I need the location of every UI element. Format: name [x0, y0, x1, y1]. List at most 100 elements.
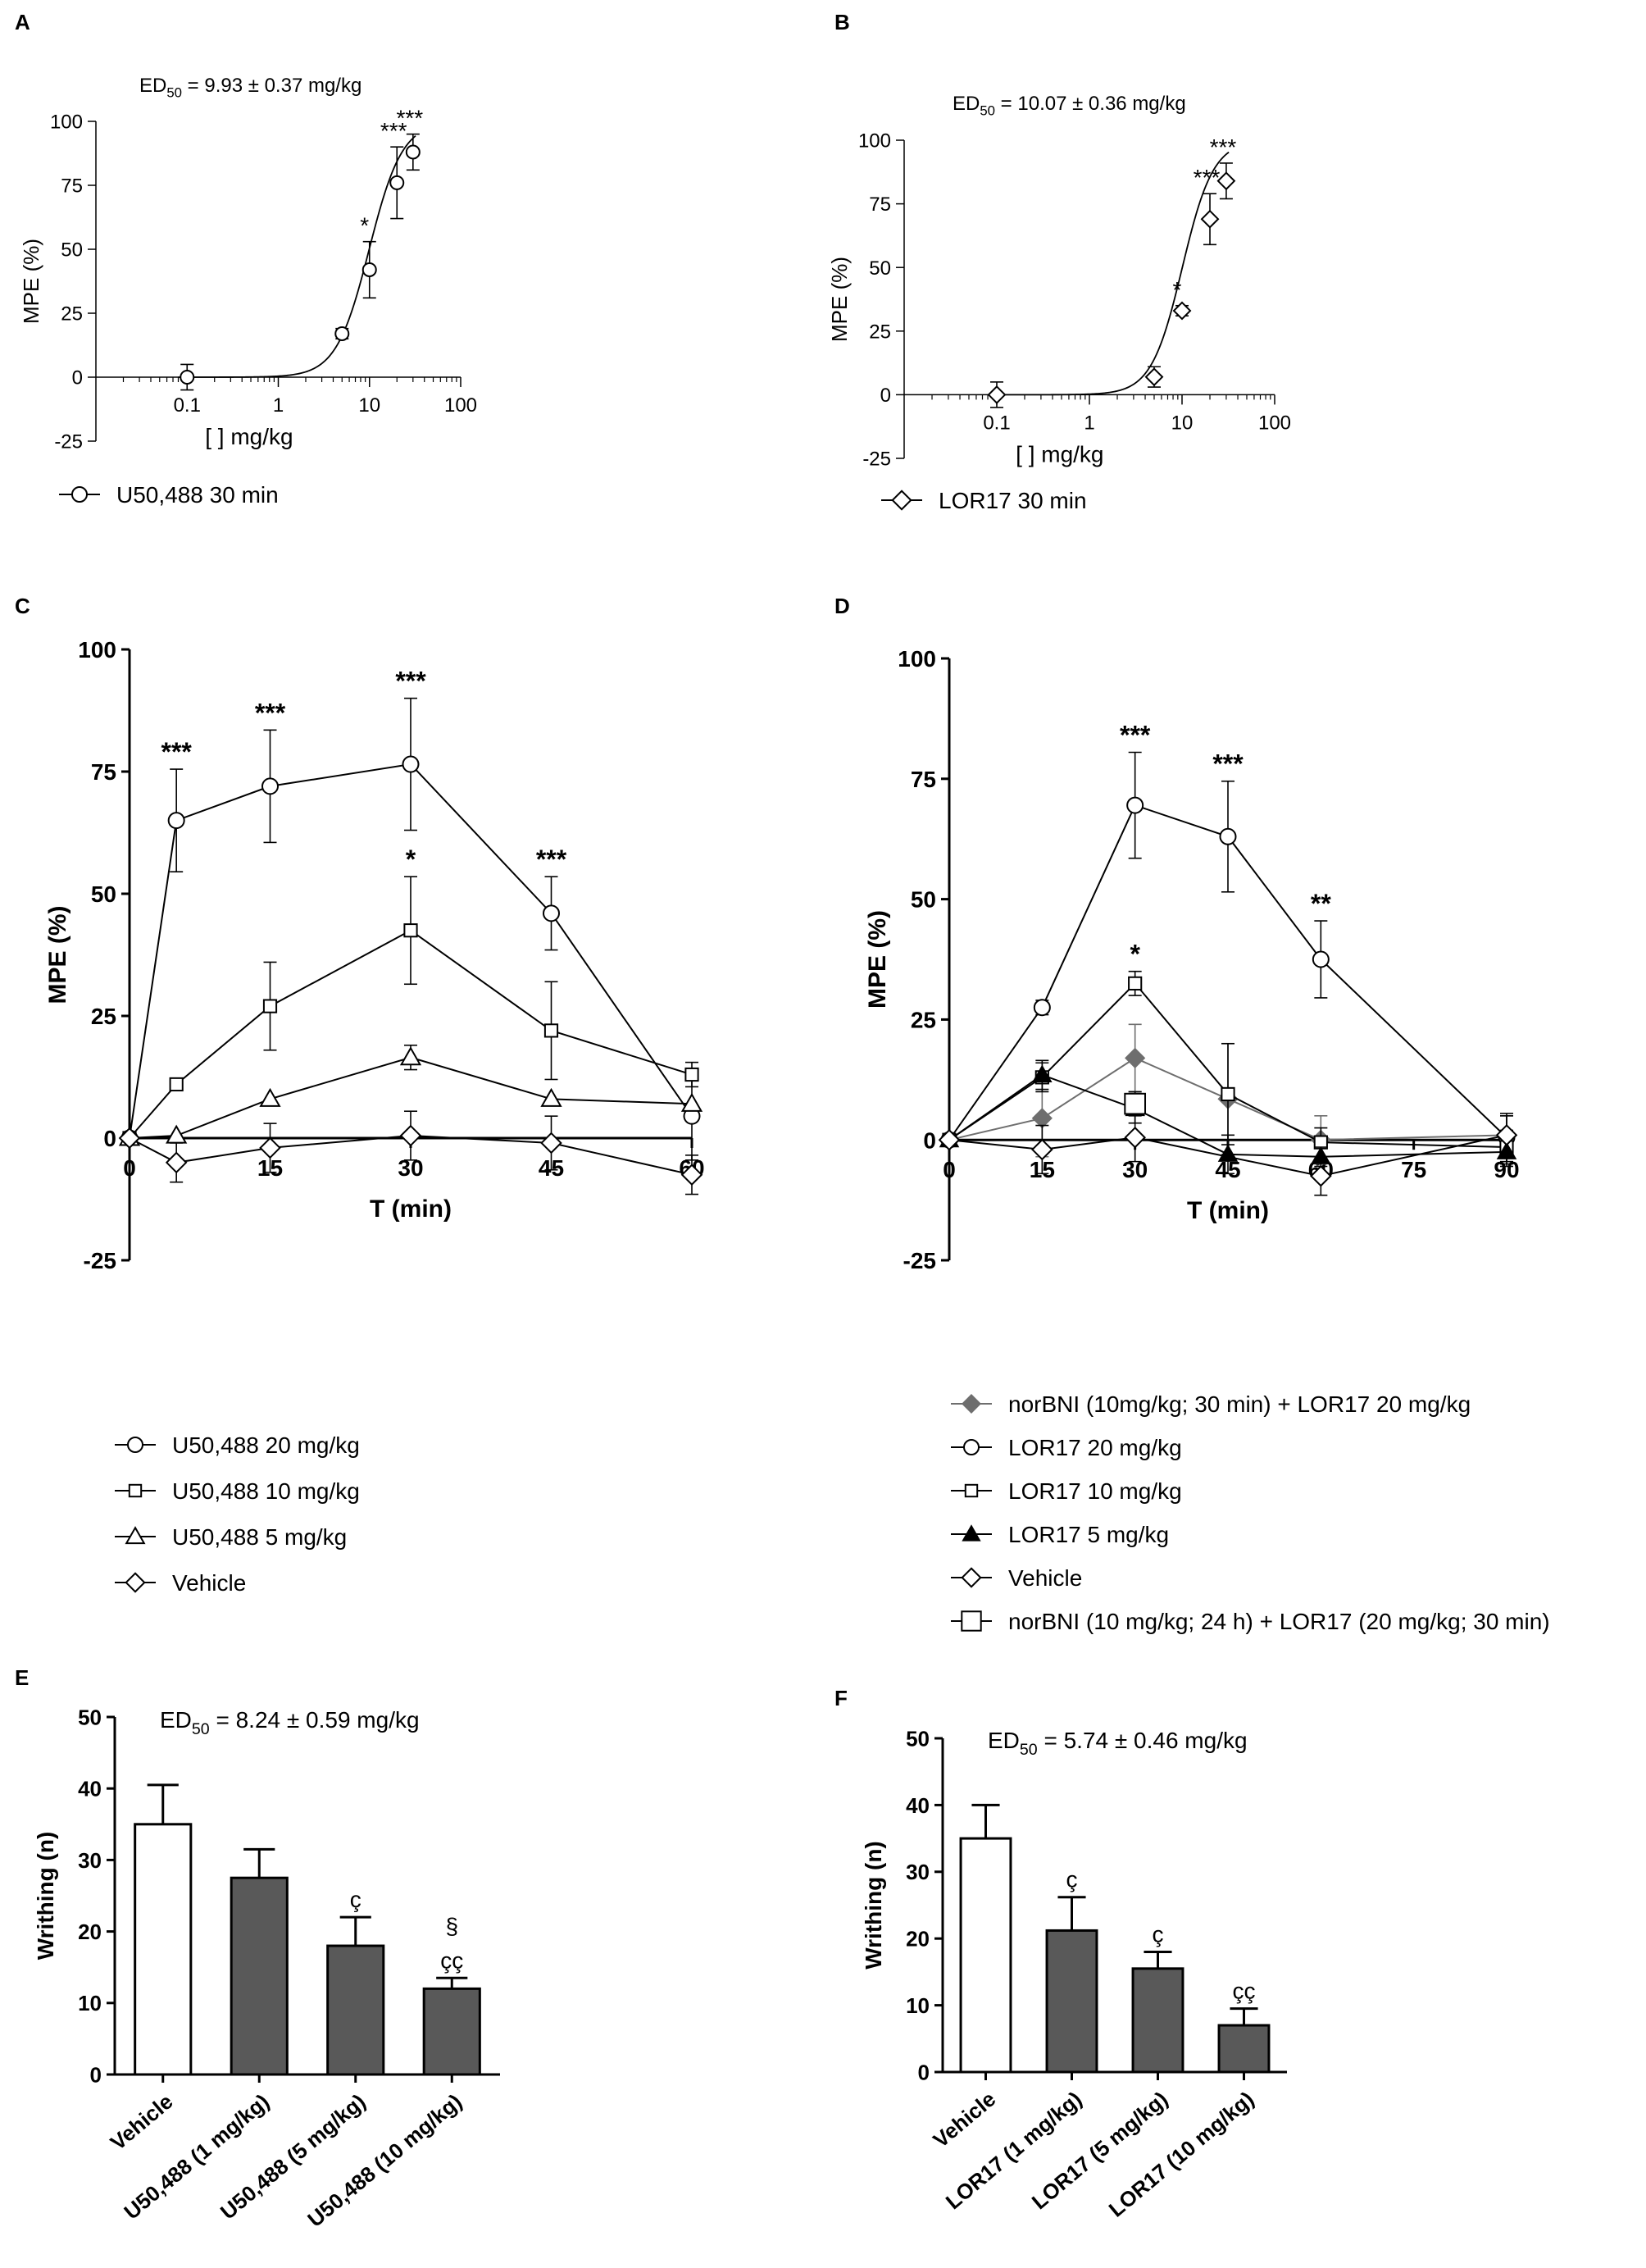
significance-label: *** — [1194, 165, 1221, 190]
y-axis-label: MPE (%) — [864, 910, 891, 1009]
legend-marker — [125, 1526, 146, 1545]
data-point — [1172, 301, 1192, 321]
data-point — [1495, 1124, 1518, 1146]
data-point — [684, 1067, 699, 1082]
x-tick-label: 10 — [358, 394, 380, 417]
x-tick-label: 1 — [1084, 412, 1094, 434]
panel-label-f: F — [834, 1686, 848, 1710]
bar — [134, 1823, 193, 2076]
fit-curve — [988, 151, 1230, 396]
data-point — [334, 326, 350, 341]
panel-label-c: C — [15, 594, 30, 618]
legend-marker — [964, 1483, 979, 1498]
y-tick-label: 0 — [103, 1126, 116, 1151]
series-line — [129, 1056, 693, 1139]
panel-a: A ED50 = 9.93 ± 0.37 mg/kg -25 0 25 50 75 100 MP… — [15, 10, 477, 508]
y-tick-label: 40 — [906, 1793, 930, 1818]
series-line — [129, 929, 693, 1139]
significance-label: *** — [536, 845, 567, 874]
data-point — [543, 1023, 559, 1038]
data-point — [167, 812, 185, 830]
legend-marker — [963, 1439, 980, 1455]
y-tick-label: -25 — [862, 449, 891, 471]
data-point — [1216, 171, 1236, 191]
data-point — [402, 755, 420, 773]
legend-label: U50,488 10 mg/kg — [172, 1478, 360, 1504]
data-point — [262, 999, 278, 1013]
y-tick-label: 25 — [61, 303, 83, 326]
data-point — [1124, 1126, 1146, 1149]
x-tick-label: Vehicle — [106, 2089, 178, 2156]
y-tick-label: 20 — [78, 1920, 102, 1944]
significance-label: *** — [380, 118, 407, 143]
y-tick-label: 50 — [91, 881, 116, 907]
legend-item: LOR17 30 min — [881, 488, 1087, 513]
y-tick-label: 30 — [906, 1860, 930, 1884]
y-tick-label: 75 — [61, 175, 83, 198]
y-tick-label: 50 — [78, 1705, 102, 1729]
panel-e: E ED50 = 8.24 ± 0.59 mg/kg 0 10 20 30 40 50 Writ… — [15, 1665, 500, 2232]
legend-item: Vehicle — [951, 1565, 1082, 1591]
series-line — [948, 804, 1507, 1141]
significance-label: çç — [1233, 1979, 1256, 2004]
series-line — [129, 763, 693, 1139]
data-point — [1032, 1064, 1053, 1082]
x-tick-label: 10 — [1171, 412, 1194, 434]
y-tick-label: 0 — [90, 2062, 102, 2087]
y-tick-label: 25 — [911, 1007, 936, 1032]
data-point — [1312, 950, 1330, 968]
x-tick-label: U50,488 (10 mg/kg) — [302, 2089, 466, 2232]
data-point — [405, 144, 421, 160]
series-3: * — [942, 940, 1514, 1165]
legend-marker — [127, 1437, 143, 1453]
y-tick-label: 10 — [78, 1991, 102, 2015]
data-point — [259, 1136, 281, 1159]
data-point — [403, 923, 418, 938]
panel-label-a: A — [15, 10, 30, 34]
y-axis-label: Writhing (n) — [861, 1841, 886, 1970]
legend: norBNI (10mg/kg; 30 min) + LOR17 20 mg/k… — [951, 1391, 1550, 1634]
y-tick-label: 100 — [50, 112, 83, 134]
data-point — [1031, 1138, 1053, 1161]
legend-label: LOR17 5 mg/kg — [1008, 1522, 1169, 1547]
series-line — [948, 1057, 1507, 1141]
series-line — [948, 981, 1507, 1149]
data-point — [938, 1128, 961, 1151]
y-tick-label: 10 — [906, 1993, 930, 2018]
x-axis-label: T (min) — [370, 1195, 452, 1223]
y-tick-label: 30 — [78, 1848, 102, 1873]
significance-label: *** — [1210, 134, 1237, 160]
data-point — [1124, 1092, 1147, 1115]
y-tick-label: 0 — [880, 385, 891, 407]
y-tick-label: 50 — [61, 239, 83, 262]
data-point — [543, 904, 560, 922]
panel-label-e: E — [15, 1665, 29, 1690]
legend-item: U50,488 5 mg/kg — [115, 1524, 347, 1550]
significance-label: *** — [395, 667, 426, 696]
data-point — [259, 1087, 281, 1107]
ed50-annotation: ED50 = 8.24 ± 0.59 mg/kg — [160, 1707, 420, 1738]
data-point — [1310, 1164, 1332, 1187]
significance-label: *** — [1212, 749, 1244, 779]
legend-item: norBNI (10 mg/kg; 24 h) + LOR17 (20 mg/k… — [951, 1609, 1550, 1634]
series-line — [948, 1073, 1507, 1158]
y-tick-label: -25 — [84, 1248, 116, 1273]
x-tick-label: 0.1 — [174, 394, 201, 417]
legend-label: Vehicle — [1008, 1565, 1082, 1591]
legend-marker — [962, 1524, 981, 1542]
ed50-annotation: ED50 = 10.07 ± 0.36 mg/kg — [953, 93, 1186, 119]
significance-label: ** — [1311, 889, 1331, 918]
y-tick-label: 100 — [858, 130, 891, 153]
x-tick-label: 100 — [444, 394, 477, 417]
significance-label: § — [445, 1913, 458, 1938]
data-point — [261, 777, 279, 795]
bar — [1045, 1929, 1098, 2074]
y-tick-label: 75 — [91, 759, 116, 785]
y-tick-label: 50 — [911, 887, 936, 913]
legend-item: U50,488 30 min — [59, 482, 279, 508]
legend-marker — [961, 1567, 982, 1588]
data-point — [987, 385, 1007, 404]
legend: LOR17 30 min — [881, 488, 1087, 513]
x-axis-label: [ ] mg/kg — [1016, 441, 1103, 467]
